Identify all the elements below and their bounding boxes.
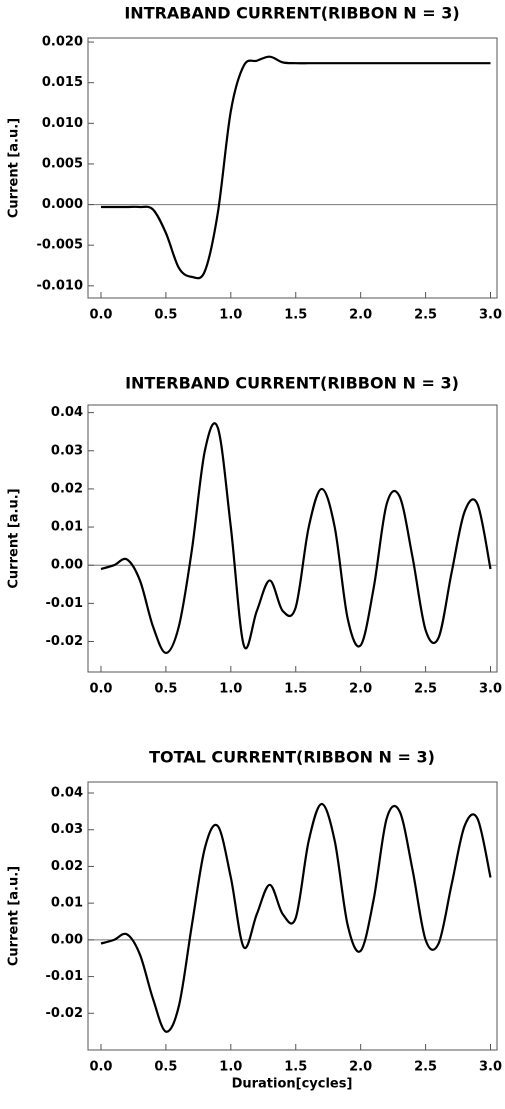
y-tick-label: 0.000: [42, 197, 83, 212]
x-tick-label: 2.5: [414, 682, 437, 697]
x-tick-label: 1.0: [219, 1060, 242, 1075]
y-tick-label: 0.015: [42, 75, 83, 90]
plot-frame: [87, 781, 498, 1051]
y-axis-label: Current [a.u.]: [7, 866, 22, 966]
plot-frame: [87, 404, 498, 673]
x-tick-label: 0.5: [154, 308, 177, 323]
x-tick-label: 2.0: [349, 308, 372, 323]
x-tick-label: 3.0: [479, 682, 502, 697]
chart-title: INTRABAND CURRENT(RIBBON N = 3): [124, 4, 459, 23]
x-axis-label: Duration[cycles]: [232, 1077, 353, 1092]
y-axis-label: Current [a.u.]: [7, 488, 22, 588]
data-line: [100, 55, 491, 280]
chart-title: INTERBAND CURRENT(RIBBON N = 3): [125, 374, 459, 393]
y-axis-label: Current [a.u.]: [7, 118, 22, 218]
y-tick-label: 0.02: [51, 481, 83, 496]
y-tick-label: 0.005: [42, 156, 83, 171]
x-tick-label: 2.5: [414, 1060, 437, 1075]
x-tick-label: 1.5: [284, 308, 307, 323]
y-tick-label: 0.03: [51, 822, 83, 837]
plot-frame: [87, 37, 498, 299]
y-tick-label: -0.01: [46, 969, 83, 984]
x-tick-label: 2.5: [414, 308, 437, 323]
x-tick-label: 2.0: [349, 1060, 372, 1075]
x-tick-label: 3.0: [479, 308, 502, 323]
y-tick-label: -0.01: [46, 596, 83, 611]
x-tick-label: 1.0: [219, 682, 242, 697]
x-tick-label: 2.0: [349, 682, 372, 697]
y-tick-label: -0.02: [46, 634, 83, 649]
x-tick-label: 0.0: [89, 682, 112, 697]
x-tick-label: 1.5: [284, 682, 307, 697]
y-tick-label: -0.005: [36, 238, 83, 253]
x-tick-label: 0.0: [89, 308, 112, 323]
y-tick-label: -0.010: [36, 278, 83, 293]
y-tick-label: 0.04: [51, 405, 83, 420]
y-tick-label: 0.01: [51, 520, 83, 535]
y-tick-label: 0.03: [51, 443, 83, 458]
x-tick-label: 3.0: [479, 1060, 502, 1075]
x-tick-label: 0.0: [89, 1060, 112, 1075]
x-tick-label: 0.5: [154, 682, 177, 697]
x-tick-label: 1.0: [219, 308, 242, 323]
y-tick-label: 0.02: [51, 859, 83, 874]
x-tick-label: 1.5: [284, 1060, 307, 1075]
y-tick-label: 0.04: [51, 786, 83, 801]
chart-title: TOTAL CURRENT(RIBBON N = 3): [149, 748, 435, 767]
y-tick-label: 0.00: [51, 558, 83, 573]
x-tick-label: 0.5: [154, 1060, 177, 1075]
y-tick-label: 0.00: [51, 932, 83, 947]
y-tick-label: -0.02: [46, 1006, 83, 1021]
y-tick-label: 0.01: [51, 896, 83, 911]
data-line: [100, 802, 492, 1033]
y-tick-label: 0.020: [42, 35, 83, 50]
data-line: [100, 422, 492, 655]
y-tick-label: 0.010: [42, 116, 83, 131]
